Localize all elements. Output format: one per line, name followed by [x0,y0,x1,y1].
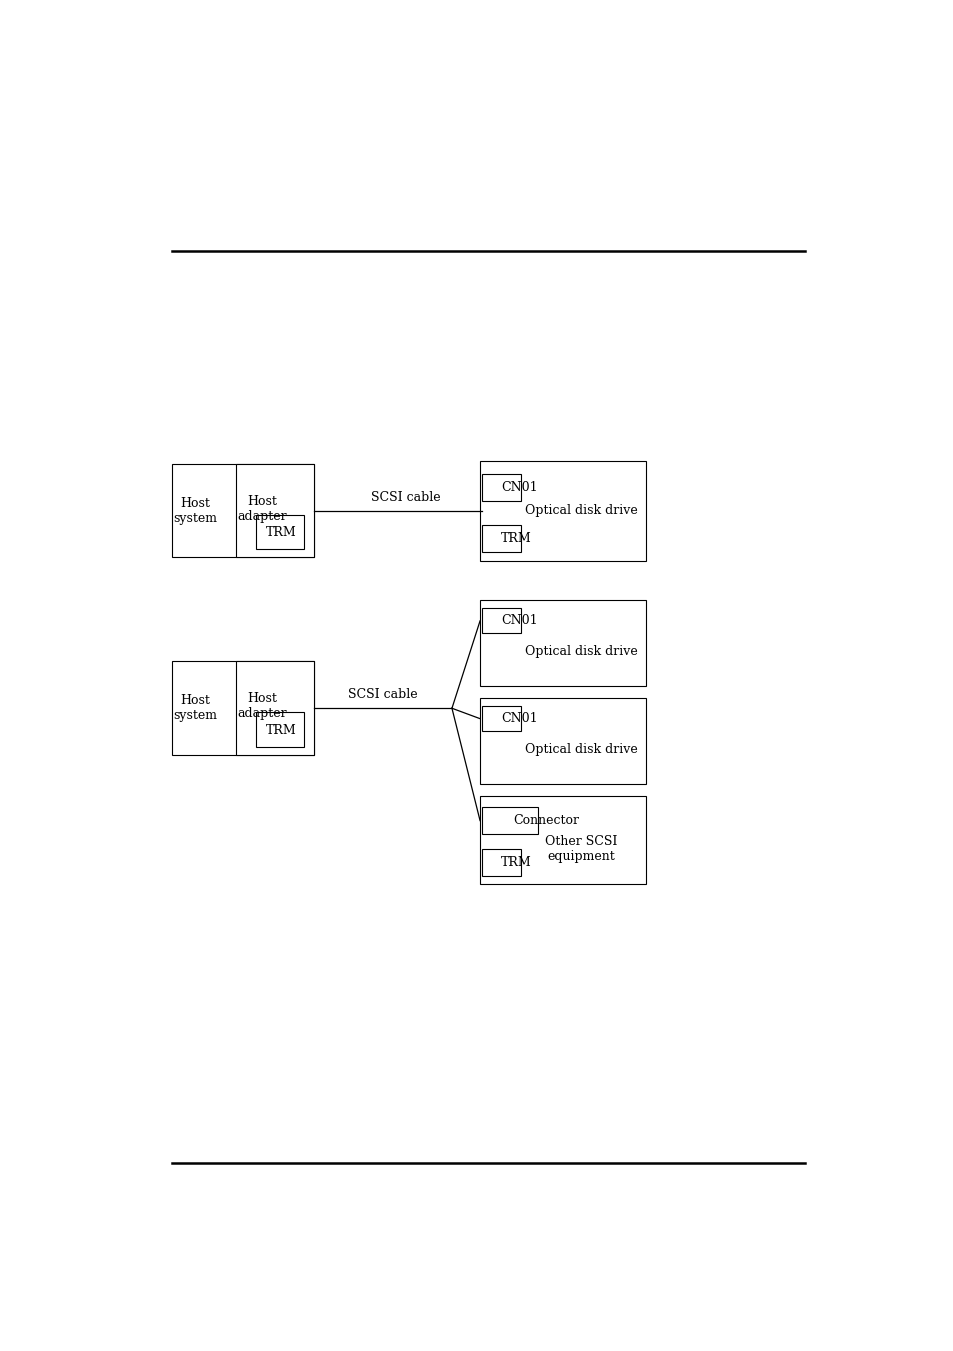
Text: TRM: TRM [500,532,531,546]
Text: CN01: CN01 [500,615,537,627]
Bar [482,474,520,501]
Text: TRM: TRM [266,724,296,736]
Bar [235,662,314,755]
Bar [479,796,646,884]
Bar [255,712,304,747]
Text: SCSI cable: SCSI cable [370,490,439,504]
Bar [482,526,520,553]
Text: Optical disk drive: Optical disk drive [524,644,637,658]
Bar [482,848,520,875]
Bar [479,600,646,686]
Bar [255,515,304,549]
Text: Connector: Connector [513,815,578,827]
Bar [482,707,520,731]
Bar [482,608,520,634]
Bar [235,463,314,558]
Text: Host
adapter: Host adapter [237,494,287,523]
Bar [479,698,646,784]
Text: SCSI cable: SCSI cable [348,688,417,701]
Bar [172,662,314,755]
Text: CN01: CN01 [500,481,537,494]
Text: Optical disk drive: Optical disk drive [524,504,637,517]
Text: Host
system: Host system [173,694,217,723]
Text: Other SCSI
equipment: Other SCSI equipment [544,835,617,863]
Text: Host
system: Host system [173,497,217,524]
Bar [172,463,314,558]
Text: TRM: TRM [500,855,531,869]
Text: TRM: TRM [266,526,296,539]
Bar [482,807,537,834]
Bar [479,461,646,561]
Text: Host
adapter: Host adapter [237,692,287,720]
Text: Optical disk drive: Optical disk drive [524,743,637,757]
Text: CN01: CN01 [500,712,537,725]
